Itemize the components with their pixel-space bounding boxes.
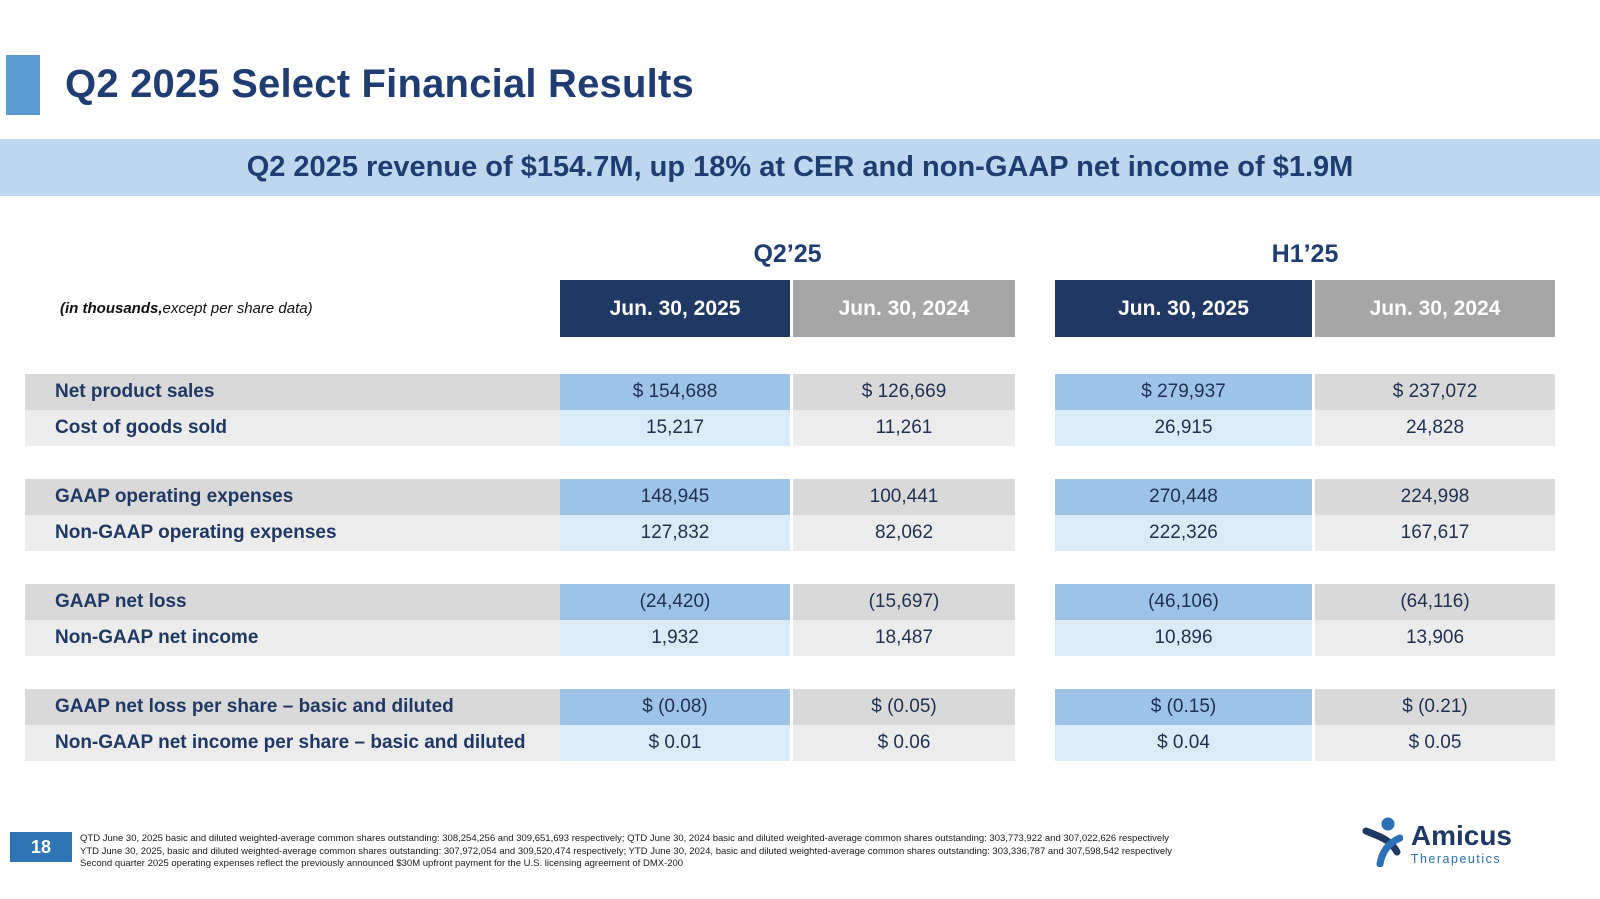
column-gap — [1015, 725, 1055, 761]
column-gap — [1015, 479, 1055, 515]
table-grid: Q2’25 H1’25 (in thousands, except per sh… — [25, 228, 1555, 761]
cell-q2-2025: $ 0.01 — [560, 725, 790, 761]
cell-q2-2024: 100,441 — [790, 479, 1015, 515]
row-label: Cost of goods sold — [25, 410, 560, 446]
cell-h1-2025: 222,326 — [1055, 515, 1312, 551]
column-gap — [1015, 689, 1055, 725]
cell-h1-2025: $ 279,937 — [1055, 374, 1312, 410]
column-gap — [1015, 620, 1055, 656]
cell-h1-2025: $ (0.15) — [1055, 689, 1312, 725]
cell-h1-2024: $ 0.05 — [1312, 725, 1555, 761]
title-row: Q2 2025 Select Financial Results — [0, 52, 1600, 116]
financial-table: Q2’25 H1’25 (in thousands, except per sh… — [25, 228, 1555, 761]
cell-q2-2025: 148,945 — [560, 479, 790, 515]
cell-q2-2024: 11,261 — [790, 410, 1015, 446]
cell-h1-2024: 24,828 — [1312, 410, 1555, 446]
cell-q2-2025: $ (0.08) — [560, 689, 790, 725]
units-note-rest: except per share data) — [162, 300, 313, 317]
cell-h1-2024: $ (0.21) — [1312, 689, 1555, 725]
header-gap — [25, 337, 1555, 374]
row-label: Non-GAAP operating expenses — [25, 515, 560, 551]
cell-h1-2025: (46,106) — [1055, 584, 1312, 620]
row-label: GAAP net loss — [25, 584, 560, 620]
header-q2-2025: Jun. 30, 2025 — [560, 280, 790, 337]
header-h1-2024: Jun. 30, 2024 — [1312, 280, 1555, 337]
cell-q2-2024: (15,697) — [790, 584, 1015, 620]
cell-h1-2024: (64,116) — [1312, 584, 1555, 620]
row-label: GAAP operating expenses — [25, 479, 560, 515]
cell-q2-2025: $ 154,688 — [560, 374, 790, 410]
cell-q2-2024: 18,487 — [790, 620, 1015, 656]
column-gap — [1015, 515, 1055, 551]
row-group-spacer — [25, 656, 1555, 689]
units-note: (in thousands, except per share data) — [25, 280, 560, 337]
headline-banner: Q2 2025 revenue of $154.7M, up 18% at CE… — [0, 139, 1600, 196]
cell-h1-2025: 26,915 — [1055, 410, 1312, 446]
cell-q2-2024: $ 126,669 — [790, 374, 1015, 410]
header-h1-2025: Jun. 30, 2025 — [1055, 280, 1312, 337]
cell-q2-2024: $ (0.05) — [790, 689, 1015, 725]
cell-h1-2024: 224,998 — [1312, 479, 1555, 515]
cell-h1-2024: $ 237,072 — [1312, 374, 1555, 410]
cell-q2-2024: $ 0.06 — [790, 725, 1015, 761]
row-label: Net product sales — [25, 374, 560, 410]
logo-name: Amicus — [1410, 819, 1512, 851]
logo-subtitle: Therapeutics — [1410, 851, 1502, 866]
row-label: Non-GAAP net income — [25, 620, 560, 656]
row-label: GAAP net loss per share – basic and dilu… — [25, 689, 560, 725]
cell-q2-2025: 127,832 — [560, 515, 790, 551]
footnote-line: Second quarter 2025 operating expenses r… — [80, 858, 684, 870]
footnote-line: YTD June 30, 2025, basic and diluted wei… — [80, 845, 1173, 857]
cell-h1-2025: 270,448 — [1055, 479, 1312, 515]
cell-q2-2024: 82,062 — [790, 515, 1015, 551]
cell-q2-2025: 15,217 — [560, 410, 790, 446]
header-q2-2024: Jun. 30, 2024 — [790, 280, 1015, 337]
column-gap — [1015, 584, 1055, 620]
cell-q2-2025: 1,932 — [560, 620, 790, 656]
company-logo: Amicus Therapeutics — [1361, 815, 1512, 872]
group-label-h1: H1’25 — [1271, 239, 1339, 268]
row-group-spacer — [25, 446, 1555, 479]
cell-q2-2025: (24,420) — [560, 584, 790, 620]
footnote-line: QTD June 30, 2025 basic and diluted weig… — [80, 833, 1170, 844]
cell-h1-2024: 13,906 — [1312, 620, 1555, 656]
cell-h1-2025: 10,896 — [1055, 620, 1312, 656]
footnotes: QTD June 30, 2025 basic and diluted weig… — [80, 833, 1330, 871]
row-group-spacer — [25, 551, 1555, 584]
page-title: Q2 2025 Select Financial Results — [65, 62, 694, 106]
group-label-q2: Q2’25 — [753, 239, 822, 268]
units-note-bold: (in thousands, — [60, 300, 163, 317]
row-label: Non-GAAP net income per share – basic an… — [25, 725, 560, 761]
logo-text: Amicus Therapeutics — [1410, 819, 1512, 866]
column-gap — [1015, 410, 1055, 446]
title-accent-bar — [6, 55, 40, 115]
cell-h1-2025: $ 0.04 — [1055, 725, 1312, 761]
page-number-badge: 18 — [10, 832, 72, 862]
column-gap — [1015, 374, 1055, 410]
amicus-figure-icon — [1361, 815, 1404, 872]
headline-text: Q2 2025 revenue of $154.7M, up 18% at CE… — [246, 151, 1354, 183]
cell-h1-2024: 167,617 — [1312, 515, 1555, 551]
